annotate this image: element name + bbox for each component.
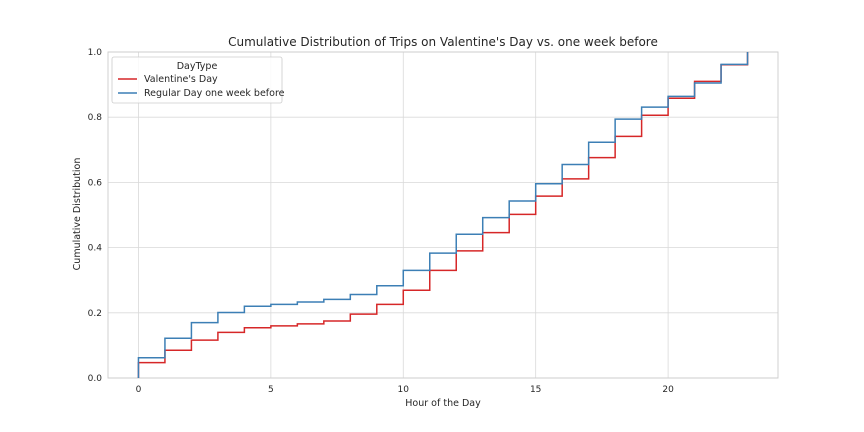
legend-title: DayType (177, 61, 218, 72)
legend-frame (111, 56, 283, 104)
x-tick-label: 10 (398, 385, 410, 395)
plot-frame (107, 51, 779, 379)
axes-layer: 0 5 10 15 20 0.0 0.2 0.4 0.6 0.8 1.0 (88, 48, 779, 395)
y-tick-label: 0.2 (88, 309, 102, 319)
x-axis-label: Hour of the Day (405, 398, 481, 409)
y-tick-label: 1.0 (88, 48, 103, 58)
y-tick-label: 0.0 (88, 374, 103, 384)
legend: DayType Valentine's Day Regular Day one … (111, 56, 285, 104)
series-line-valentine-s-day (137, 52, 749, 378)
y-tick-label: 0.8 (88, 113, 103, 123)
chart-title: Cumulative Distribution of Trips on Vale… (228, 35, 658, 49)
y-axis-label: Cumulative Distribution (72, 158, 83, 271)
series-layer (137, 52, 749, 378)
x-tick-label: 5 (268, 385, 274, 395)
y-tick-label: 0.4 (88, 244, 103, 254)
legend-label-valentines-day: Valentine's Day (144, 74, 218, 85)
x-tick-label: 0 (136, 385, 142, 395)
series-line-regular-day-one-week-before (137, 52, 749, 378)
legend-label-regular-day: Regular Day one week before (144, 88, 285, 99)
y-tick-label: 0.6 (88, 178, 103, 188)
x-tick-label: 15 (530, 385, 541, 395)
x-tick-label: 20 (662, 385, 674, 395)
